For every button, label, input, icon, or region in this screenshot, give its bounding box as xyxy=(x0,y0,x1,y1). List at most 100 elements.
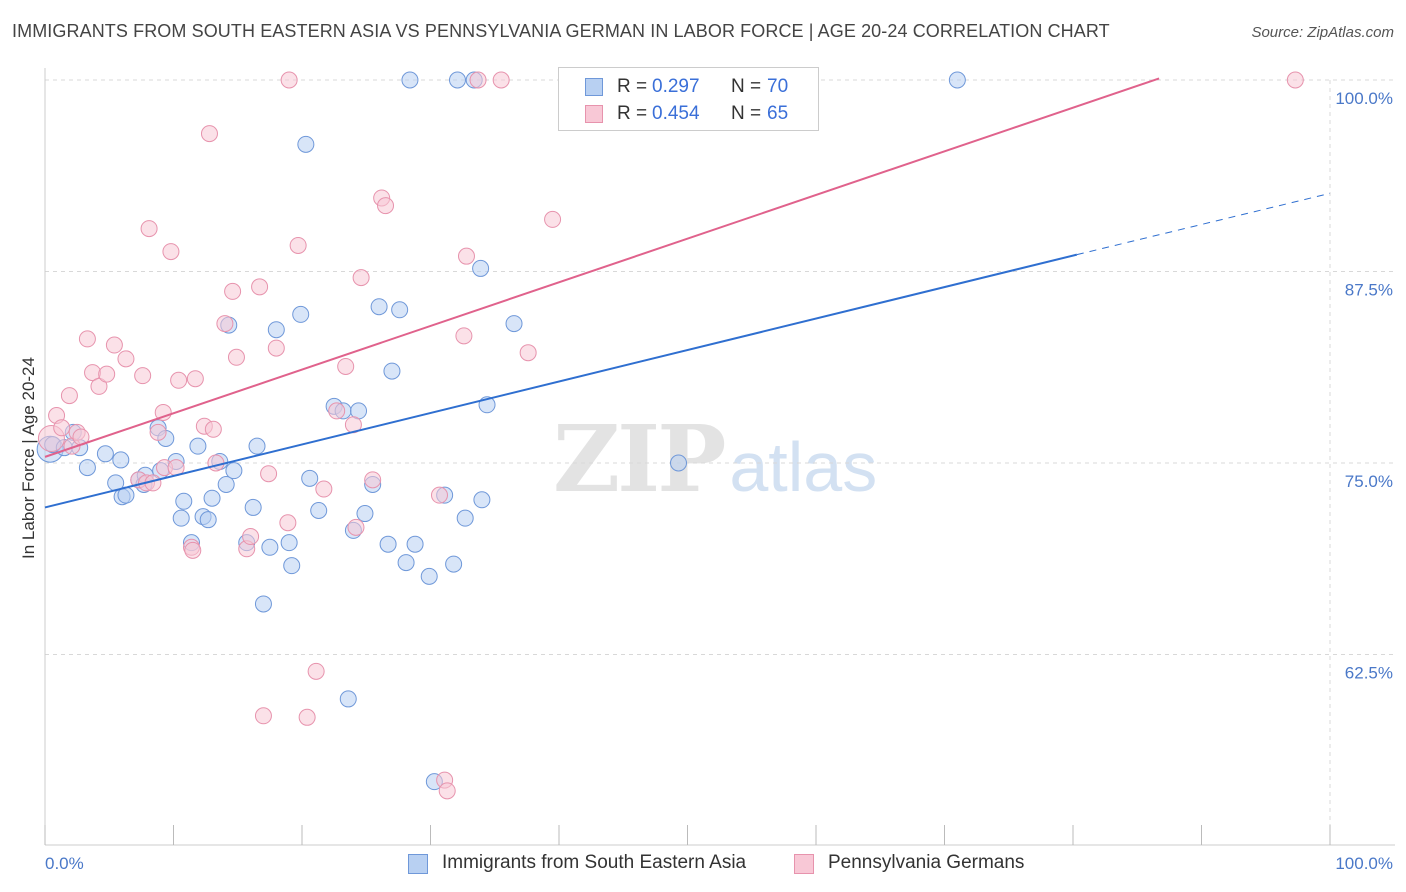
pink-point xyxy=(298,708,316,726)
gridlines xyxy=(45,79,1395,845)
pink-point xyxy=(98,365,116,383)
blue-point xyxy=(379,535,397,553)
y-tick-label: 87.5% xyxy=(1345,281,1393,300)
pink-point xyxy=(184,541,202,559)
blue-point xyxy=(456,509,474,527)
pink-point xyxy=(519,344,537,362)
pink-point xyxy=(469,71,487,89)
pink-point xyxy=(117,350,135,368)
pink-swatch xyxy=(585,105,603,123)
blue-point xyxy=(397,554,415,572)
blue-swatch xyxy=(585,78,603,96)
blue-point xyxy=(244,498,262,516)
blue-point xyxy=(472,259,490,277)
blue-point xyxy=(261,538,279,556)
pink-point xyxy=(337,357,355,375)
r-value: 0.297 xyxy=(652,76,700,97)
blue-point xyxy=(78,459,96,477)
pink-point xyxy=(207,454,225,472)
r-label: R = xyxy=(617,76,648,97)
watermark-zip: ZIP xyxy=(553,405,726,513)
blue-point xyxy=(112,451,130,469)
pink-point xyxy=(492,71,510,89)
pink-point xyxy=(53,419,71,437)
pink-point xyxy=(347,518,365,536)
pink-point xyxy=(280,71,298,89)
trend-lines xyxy=(44,77,1331,509)
blue-point xyxy=(172,509,190,527)
n-label: N = xyxy=(731,103,762,124)
pink-point xyxy=(544,210,562,228)
blue-point xyxy=(505,315,523,333)
pink-point xyxy=(170,371,188,389)
chart-title: IMMIGRANTS FROM SOUTH EASTERN ASIA VS PE… xyxy=(12,21,1110,41)
n-value: 70 xyxy=(767,76,789,97)
legend-label: Immigrants from South Eastern Asia xyxy=(442,852,747,873)
pink-point xyxy=(377,197,395,215)
stats-legend: R = 0.297 N = 70 R = 0.454 N = 65 xyxy=(558,67,819,131)
pink-point xyxy=(352,269,370,287)
n-label: N = xyxy=(731,76,762,97)
blue-point xyxy=(473,491,491,509)
pink-point xyxy=(162,243,180,261)
pink-point xyxy=(438,782,456,800)
blue-point xyxy=(189,437,207,455)
blue-point xyxy=(267,321,285,339)
pink-point xyxy=(328,402,346,420)
n-value: 65 xyxy=(767,103,789,124)
blue-point xyxy=(448,71,466,89)
watermark-atlas: atlas xyxy=(729,428,878,506)
y-tick-label: 75.0% xyxy=(1345,472,1393,491)
blue-trend-extension xyxy=(1076,192,1331,256)
blue-trend-line xyxy=(44,253,1078,509)
blue-point xyxy=(670,454,688,472)
legend-label: Pennsylvania Germans xyxy=(828,852,1025,873)
x-tick-label: 100.0% xyxy=(1335,854,1393,873)
r-label: R = xyxy=(617,103,648,124)
blue-point xyxy=(310,501,328,519)
pink-point xyxy=(200,125,218,143)
pink-point xyxy=(154,403,172,421)
axes xyxy=(44,68,1395,846)
blue-point xyxy=(301,469,319,487)
blue-legend-swatch xyxy=(408,854,428,874)
blue-point xyxy=(339,690,357,708)
blue-point xyxy=(948,71,966,89)
pink-point xyxy=(289,236,307,254)
pink-point xyxy=(134,367,152,385)
blue-point xyxy=(280,534,298,552)
pink-point xyxy=(430,486,448,504)
blue-point xyxy=(283,557,301,575)
pink-point xyxy=(149,423,167,441)
pink-point xyxy=(227,348,245,366)
pink-point xyxy=(267,339,285,357)
blue-point xyxy=(297,135,315,153)
pink-point xyxy=(254,707,272,725)
pink-point xyxy=(364,471,382,489)
blue-point xyxy=(383,362,401,380)
blue-point xyxy=(401,71,419,89)
y-tick-label: 62.5% xyxy=(1345,664,1393,683)
pink-point xyxy=(186,370,204,388)
pink-point xyxy=(457,247,475,265)
blue-point xyxy=(175,492,193,510)
pink-point xyxy=(242,528,260,546)
pink-point xyxy=(204,420,222,438)
pink-point xyxy=(260,465,278,483)
blue-point xyxy=(420,567,438,585)
x-axis-tick-labels: 0.0% 100.0% xyxy=(45,854,1393,873)
blue-point xyxy=(356,505,374,523)
blue-point xyxy=(370,298,388,316)
pink-point xyxy=(216,315,234,333)
blue-point xyxy=(217,475,235,493)
pink-point xyxy=(105,336,123,354)
pink-trend-line xyxy=(44,77,1160,458)
blue-point xyxy=(254,595,272,613)
blue-point xyxy=(203,489,221,507)
watermark: ZIPatlas xyxy=(553,405,877,513)
data-points xyxy=(36,71,1304,800)
pink-point xyxy=(251,278,269,296)
y-tick-label: 100.0% xyxy=(1335,89,1393,108)
r-value: 0.454 xyxy=(652,103,700,124)
